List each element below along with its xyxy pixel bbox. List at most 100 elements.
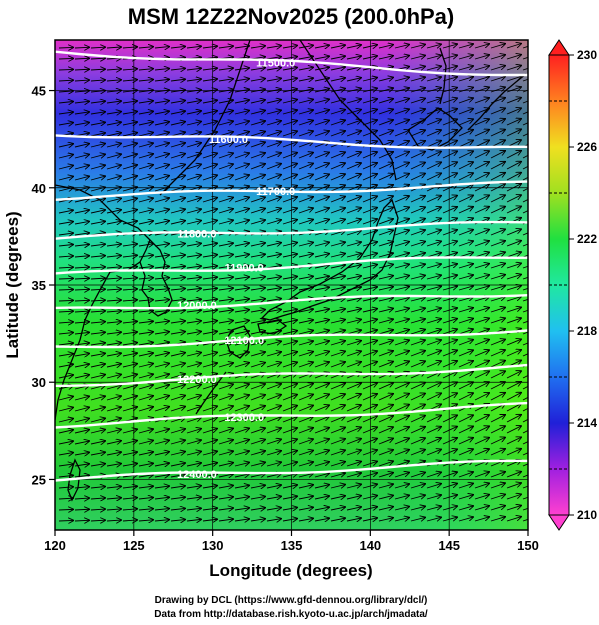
wind-arrow bbox=[298, 352, 313, 357]
wind-arrow bbox=[474, 415, 489, 423]
wind-arrow bbox=[154, 310, 169, 312]
wind-arrow bbox=[394, 438, 409, 445]
wind-arrow bbox=[314, 439, 329, 445]
wind-arrow bbox=[490, 195, 505, 203]
wind-arrow bbox=[410, 66, 425, 70]
wind-arrow bbox=[106, 374, 121, 378]
wind-arrow bbox=[250, 341, 265, 345]
wind-arrow bbox=[522, 243, 528, 247]
wind-arrow bbox=[74, 267, 89, 268]
wind-arrow bbox=[298, 276, 313, 279]
wind-arrow bbox=[218, 395, 233, 401]
wind-arrow bbox=[74, 375, 89, 378]
wind-arrow bbox=[506, 229, 521, 236]
wind-arrow bbox=[298, 331, 313, 334]
wind-arrow bbox=[122, 396, 137, 401]
wind-arrow bbox=[410, 427, 425, 434]
wind-arrow bbox=[298, 309, 313, 312]
wind-arrow bbox=[138, 111, 153, 114]
wind-arrow bbox=[266, 417, 281, 423]
wind-arrow bbox=[170, 90, 185, 92]
wind-arrow bbox=[330, 276, 345, 279]
wind-arrow bbox=[202, 266, 217, 268]
x-tick-label: 125 bbox=[123, 538, 145, 553]
wind-arrow bbox=[106, 69, 121, 70]
wind-arrow bbox=[330, 362, 345, 368]
wind-arrow bbox=[186, 310, 201, 312]
wind-arrow bbox=[330, 120, 345, 126]
wind-arrow bbox=[474, 130, 489, 137]
wind-arrow bbox=[314, 89, 329, 92]
colorbar-bottom-arrow bbox=[548, 514, 570, 531]
wind-arrow bbox=[138, 143, 153, 148]
wind-arrow bbox=[154, 342, 169, 345]
wind-arrow bbox=[170, 198, 185, 203]
wind-arrow bbox=[298, 208, 313, 214]
wind-arrow bbox=[154, 321, 169, 323]
wind-arrow bbox=[346, 56, 361, 59]
wind-arrow bbox=[426, 286, 441, 290]
wind-arrow bbox=[74, 396, 89, 400]
wind-arrow bbox=[202, 384, 217, 390]
wind-arrow bbox=[90, 199, 105, 202]
wind-arrow bbox=[410, 219, 425, 225]
wind-arrow bbox=[474, 66, 489, 71]
wind-arrow bbox=[330, 45, 345, 48]
wind-arrow bbox=[314, 242, 329, 246]
wind-arrow bbox=[522, 165, 528, 170]
wind-arrow bbox=[138, 244, 153, 246]
wind-arrow bbox=[426, 383, 441, 390]
wind-arrow bbox=[330, 341, 345, 346]
wind-arrow bbox=[186, 209, 201, 214]
wind-arrow bbox=[154, 374, 169, 379]
coastline-honshu bbox=[260, 198, 399, 321]
wind-arrow bbox=[522, 133, 528, 137]
wind-arrow bbox=[90, 322, 105, 323]
wind-arrow bbox=[474, 55, 489, 60]
wind-arrow bbox=[330, 309, 345, 312]
wind-arrow bbox=[170, 154, 185, 159]
wind-arrow bbox=[330, 298, 345, 301]
wind-arrow bbox=[490, 426, 505, 434]
wind-arrow bbox=[186, 111, 201, 114]
wind-arrow bbox=[394, 383, 409, 390]
colorbar-tick-label: 218 bbox=[577, 324, 597, 338]
wind-arrow bbox=[330, 163, 345, 170]
wind-arrow bbox=[362, 439, 377, 445]
wind-arrow bbox=[394, 77, 409, 81]
wind-arrow bbox=[106, 198, 121, 202]
wind-arrow bbox=[346, 88, 361, 92]
wind-arrow bbox=[170, 321, 185, 323]
wind-arrow bbox=[378, 120, 393, 126]
wind-arrow bbox=[266, 331, 281, 334]
wind-arrow bbox=[346, 219, 361, 225]
wind-arrow bbox=[346, 427, 361, 434]
wind-arrow bbox=[394, 99, 409, 104]
wind-arrow bbox=[490, 108, 505, 115]
wind-arrow bbox=[58, 188, 73, 191]
wind-arrow bbox=[490, 77, 505, 82]
wind-arrow bbox=[330, 174, 345, 181]
wind-arrow bbox=[58, 123, 73, 125]
wind-arrow bbox=[218, 255, 233, 257]
wind-arrow bbox=[378, 298, 393, 301]
wind-arrow bbox=[394, 130, 409, 137]
wind-arrow bbox=[266, 320, 281, 323]
wind-arrow bbox=[458, 44, 473, 49]
wind-arrow bbox=[506, 119, 521, 126]
wind-arrow bbox=[346, 120, 361, 126]
wind-arrow bbox=[154, 198, 169, 203]
y-tick-label: 25 bbox=[32, 472, 46, 487]
wind-arrow bbox=[298, 320, 313, 323]
wind-arrow bbox=[426, 44, 441, 48]
wind-arrow bbox=[122, 112, 137, 114]
wind-arrow bbox=[314, 341, 329, 346]
wind-arrow bbox=[250, 395, 265, 401]
wind-arrow bbox=[266, 164, 281, 170]
x-tick-label: 135 bbox=[281, 538, 303, 553]
wind-arrow bbox=[90, 122, 105, 125]
wind-arrow bbox=[298, 384, 313, 390]
wind-arrow bbox=[234, 79, 249, 81]
wind-arrow bbox=[106, 80, 121, 81]
wind-arrow bbox=[362, 351, 377, 357]
